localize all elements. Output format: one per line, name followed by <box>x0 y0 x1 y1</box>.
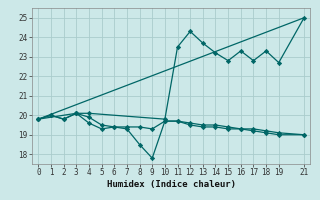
X-axis label: Humidex (Indice chaleur): Humidex (Indice chaleur) <box>107 180 236 189</box>
